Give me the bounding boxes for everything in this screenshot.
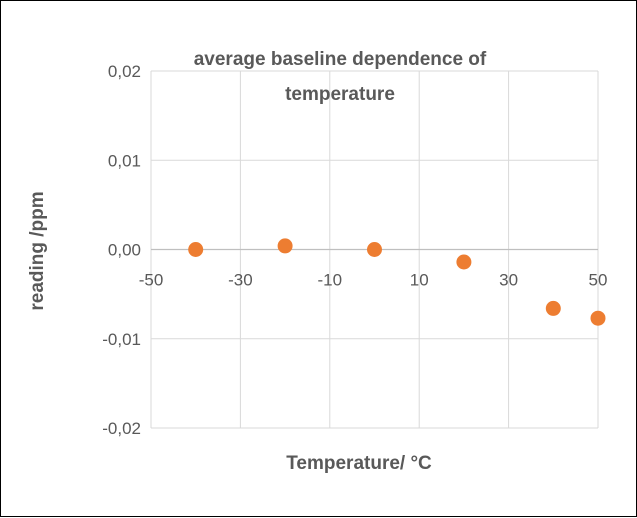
x-tick-label: 30 [499, 271, 518, 290]
x-tick-label: -10 [318, 271, 343, 290]
x-tick-label: -30 [228, 271, 253, 290]
tick-labels: 0,02 0,01 0,00 -0,01 -0,02 -50 -30 -10 10 30 50 [102, 62, 607, 438]
chart-title-line-1: average baseline dependence of [194, 49, 487, 70]
y-tick-label: -0,02 [102, 419, 141, 438]
x-tick-label: -50 [139, 271, 164, 290]
data-point [456, 254, 472, 270]
y-tick-label: 0,00 [108, 241, 141, 260]
x-axis-title: Temperature/ °C [286, 453, 432, 474]
y-tick-label: 0,02 [108, 62, 141, 81]
x-tick-label: 50 [589, 271, 608, 290]
data-point [545, 300, 561, 316]
chart-title-line-2: temperature [285, 84, 395, 105]
data-point [367, 242, 382, 257]
data-point [277, 238, 293, 254]
y-axis-title: reading /ppm [27, 191, 48, 310]
y-tick-label: -0,01 [102, 330, 141, 349]
data-point [590, 310, 606, 326]
data-points [188, 238, 606, 326]
y-tick-label: 0,01 [108, 151, 141, 170]
x-tick-label: 10 [410, 271, 429, 290]
data-point [188, 242, 204, 257]
